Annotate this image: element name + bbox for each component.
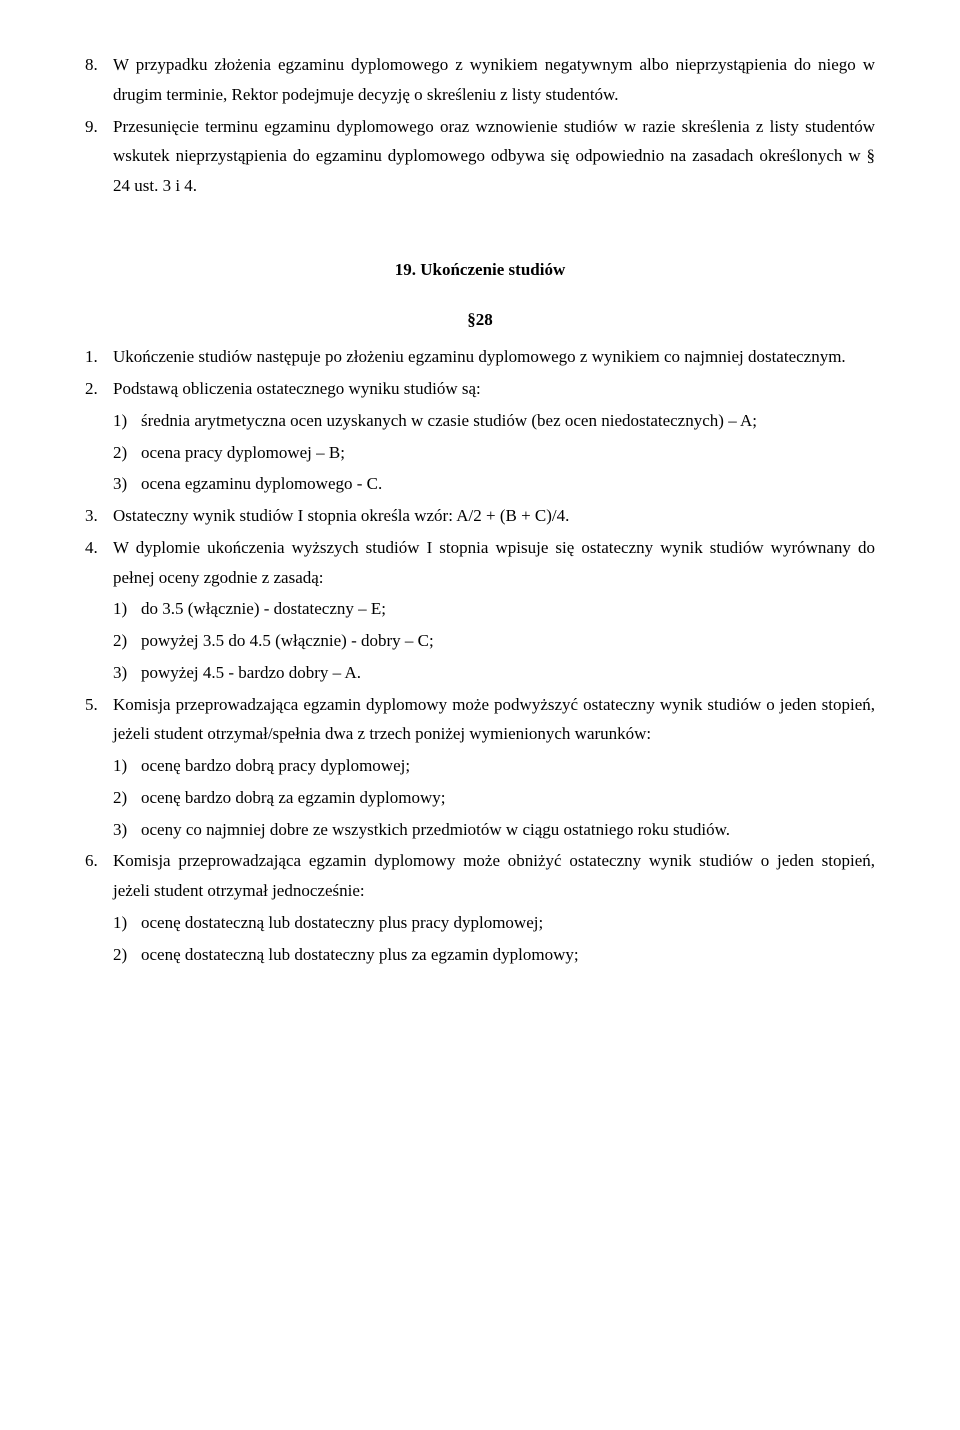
item-2-sub-2-text: ocena pracy dyplomowej – B; bbox=[141, 438, 875, 468]
item-2-sub-3-number: 3) bbox=[113, 469, 141, 499]
item-5-sub-1-text: ocenę bardzo dobrą pracy dyplomowej; bbox=[141, 751, 875, 781]
item-5: 5. Komisja przeprowadzająca egzamin dypl… bbox=[85, 690, 875, 750]
item-2-sub-2-number: 2) bbox=[113, 438, 141, 468]
item-3-number: 3. bbox=[85, 501, 113, 531]
item-2-sub-1-number: 1) bbox=[113, 406, 141, 436]
item-6-sub-1-text: ocenę dostateczną lub dostateczny plus p… bbox=[141, 908, 875, 938]
paragraph-8-text: W przypadku złożenia egzaminu dyplomoweg… bbox=[113, 50, 875, 110]
item-5-sub-3-text: oceny co najmniej dobre ze wszystkich pr… bbox=[141, 815, 875, 845]
item-2-sub-1: 1) średnia arytmetyczna ocen uzyskanych … bbox=[85, 406, 875, 436]
section-heading: 19. Ukończenie studiów bbox=[85, 255, 875, 285]
document-page: 8. W przypadku złożenia egzaminu dyplomo… bbox=[0, 0, 960, 1031]
paragraph-9-text: Przesunięcie terminu egzaminu dyplomoweg… bbox=[113, 112, 875, 201]
item-2-text: Podstawą obliczenia ostatecznego wyniku … bbox=[113, 374, 875, 404]
item-5-sub-3: 3) oceny co najmniej dobre ze wszystkich… bbox=[85, 815, 875, 845]
item-1-number: 1. bbox=[85, 342, 113, 372]
item-5-sub-1-number: 1) bbox=[113, 751, 141, 781]
item-5-sub-1: 1) ocenę bardzo dobrą pracy dyplomowej; bbox=[85, 751, 875, 781]
item-4-sub-3-number: 3) bbox=[113, 658, 141, 688]
item-2: 2. Podstawą obliczenia ostatecznego wyni… bbox=[85, 374, 875, 404]
item-4-sub-1-text: do 3.5 (włącznie) - dostateczny – E; bbox=[141, 594, 875, 624]
item-4-sub-1: 1) do 3.5 (włącznie) - dostateczny – E; bbox=[85, 594, 875, 624]
item-6-sub-1-number: 1) bbox=[113, 908, 141, 938]
item-6-number: 6. bbox=[85, 846, 113, 906]
item-1: 1. Ukończenie studiów następuje po złoże… bbox=[85, 342, 875, 372]
item-4-sub-1-number: 1) bbox=[113, 594, 141, 624]
item-3: 3. Ostateczny wynik studiów I stopnia ok… bbox=[85, 501, 875, 531]
item-4-sub-2-text: powyżej 3.5 do 4.5 (włącznie) - dobry – … bbox=[141, 626, 875, 656]
item-5-number: 5. bbox=[85, 690, 113, 750]
item-2-sub-3-text: ocena egzaminu dyplomowego - C. bbox=[141, 469, 875, 499]
item-5-sub-3-number: 3) bbox=[113, 815, 141, 845]
paragraph-9: 9. Przesunięcie terminu egzaminu dyplomo… bbox=[85, 112, 875, 201]
item-6-sub-2: 2) ocenę dostateczną lub dostateczny plu… bbox=[85, 940, 875, 970]
item-4-text: W dyplomie ukończenia wyższych studiów I… bbox=[113, 533, 875, 593]
item-6-sub-2-text: ocenę dostateczną lub dostateczny plus z… bbox=[141, 940, 875, 970]
item-6: 6. Komisja przeprowadzająca egzamin dypl… bbox=[85, 846, 875, 906]
item-4-sub-2: 2) powyżej 3.5 do 4.5 (włącznie) - dobry… bbox=[85, 626, 875, 656]
item-6-text: Komisja przeprowadzająca egzamin dyplomo… bbox=[113, 846, 875, 906]
paragraph-9-number: 9. bbox=[85, 112, 113, 201]
item-5-sub-2-number: 2) bbox=[113, 783, 141, 813]
item-5-sub-2: 2) ocenę bardzo dobrą za egzamin dyplomo… bbox=[85, 783, 875, 813]
paragraph-8: 8. W przypadku złożenia egzaminu dyplomo… bbox=[85, 50, 875, 110]
paragraph-8-number: 8. bbox=[85, 50, 113, 110]
item-4: 4. W dyplomie ukończenia wyższych studió… bbox=[85, 533, 875, 593]
item-4-number: 4. bbox=[85, 533, 113, 593]
section-number: §28 bbox=[85, 305, 875, 335]
item-4-sub-2-number: 2) bbox=[113, 626, 141, 656]
item-4-sub-3-text: powyżej 4.5 - bardzo dobry – A. bbox=[141, 658, 875, 688]
item-5-sub-2-text: ocenę bardzo dobrą za egzamin dyplomowy; bbox=[141, 783, 875, 813]
item-2-number: 2. bbox=[85, 374, 113, 404]
item-2-sub-2: 2) ocena pracy dyplomowej – B; bbox=[85, 438, 875, 468]
item-1-text: Ukończenie studiów następuje po złożeniu… bbox=[113, 342, 875, 372]
spacer bbox=[85, 203, 875, 225]
item-5-text: Komisja przeprowadzająca egzamin dyplomo… bbox=[113, 690, 875, 750]
item-6-sub-2-number: 2) bbox=[113, 940, 141, 970]
item-4-sub-3: 3) powyżej 4.5 - bardzo dobry – A. bbox=[85, 658, 875, 688]
item-3-text: Ostateczny wynik studiów I stopnia okreś… bbox=[113, 501, 875, 531]
item-2-sub-3: 3) ocena egzaminu dyplomowego - C. bbox=[85, 469, 875, 499]
item-2-sub-1-text: średnia arytmetyczna ocen uzyskanych w c… bbox=[141, 406, 875, 436]
item-6-sub-1: 1) ocenę dostateczną lub dostateczny plu… bbox=[85, 908, 875, 938]
